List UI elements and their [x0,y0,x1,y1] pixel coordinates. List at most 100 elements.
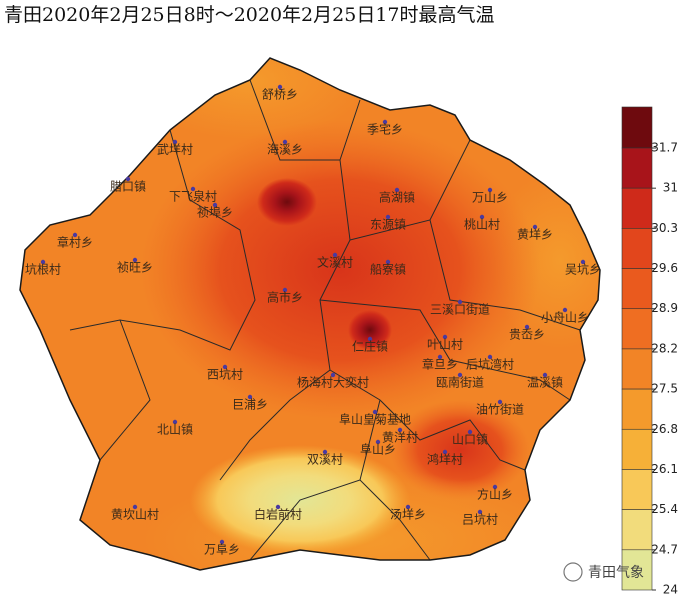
place-dot [125,176,131,182]
place-label: 黄坎山村 [111,508,159,522]
place-dot [40,259,46,265]
place-dot [532,224,538,230]
place-dot [190,186,196,192]
place-label: 吕坑村 [462,512,498,527]
place-label: 章村乡 [57,235,93,250]
place-label: 下飞泉村 [169,190,217,204]
place-dot [222,364,228,370]
place-label: 吴坑乡 [565,262,601,277]
place-label: 仁庄镇 [352,339,388,354]
place-dot [487,187,493,193]
place-label: 坑根村 [25,262,61,277]
place-label: 三溪口街道 [430,303,490,317]
place-label: 阜山乡 [360,443,396,457]
place-label: 黄垟乡 [517,228,553,242]
place-dot [457,299,463,305]
place-label: 高市乡 [267,290,303,305]
place-label: 北山镇 [157,423,193,437]
place-label: 后坑湾村 [466,357,514,372]
legend-swatch [621,308,653,350]
place-label: 文溪村 [317,255,353,270]
place-dot [492,484,498,490]
place-label: 武垟村 [157,143,193,157]
place-dot [247,394,253,400]
place-dot [277,84,283,90]
place-dot [212,202,218,208]
place-dot [442,449,448,455]
place-label: 方山乡 [477,487,513,502]
place-dot [72,232,78,238]
place-dot [367,336,373,342]
place-dot [282,139,288,145]
place-dot [467,429,473,435]
place-dot [372,409,378,415]
legend-swatch [621,228,653,269]
place-label: 腊口镇 [110,180,146,194]
watermark: 青田气象 [563,562,644,582]
legend-label: 26.1 [651,462,678,476]
place-dot [172,419,178,425]
place-dot [385,259,391,265]
legend-swatch [621,348,653,390]
legend: 31.7 31 30.3 29.6 28.9 28.2 27.5 26.8 26.1 25.4 24… [621,106,678,597]
place-dot [487,354,493,360]
place-dot [542,372,548,378]
place-dot [394,187,400,193]
legend-swatch [621,106,653,149]
place-label: 祯埠乡 [197,206,233,220]
place-label: 海溪乡 [267,142,303,157]
place-dot [219,539,225,545]
place-label: 巨浦乡 [232,398,268,412]
place-label: 万山乡 [472,191,508,205]
place-label: 章旦乡 [422,357,458,372]
place-label: 小舟山乡 [541,311,589,325]
legend-swatch [621,388,653,430]
legend-swatch [621,428,653,470]
place-label: 杨海村大奕村 [297,375,369,390]
place-dot [442,334,448,340]
place-dot [382,119,388,125]
place-dot [330,372,336,378]
place-dot [405,504,411,510]
place-label: 祯旺乡 [117,261,153,275]
legend-label: 30.3 [651,221,678,235]
place-label: 贵岙乡 [509,328,545,342]
place-dot [397,427,403,433]
place-label: 温溪镇 [527,376,563,390]
place-label: 东源镇 [370,218,406,232]
place-dot [497,399,503,405]
legend-label: 26.8 [651,422,678,436]
place-label: 白岩前村 [254,507,302,522]
place-dot [132,257,138,263]
place-label: 山口镇 [452,433,488,447]
place-label: 万阜乡 [204,543,240,557]
place-label: 季宅乡 [367,122,403,137]
place-label: 双溪村 [307,453,343,467]
place-label: 西坑村 [207,367,243,382]
place-dot [375,439,381,445]
legend-label: 31 [663,181,678,195]
place-dot [322,449,328,455]
place-dot [282,287,288,293]
place-label: 阜山皇菊基地 [339,413,411,427]
place-label: 桃山村 [464,217,500,232]
legend-swatch [621,509,653,551]
legend-swatch [621,469,653,510]
legend-label: 24.7 [651,542,678,556]
legend-swatch [621,147,653,189]
watermark-icon [563,562,583,582]
place-dot [437,354,443,360]
legend-label: 29.6 [651,261,678,275]
legend-label: 31.7 [651,141,678,155]
place-dot [385,214,391,220]
legend-swatch [621,549,653,591]
place-label: 船寮镇 [370,262,406,277]
legend-label: 24 [663,583,678,597]
place-dot [132,504,138,510]
place-dot [332,252,338,258]
place-label: 高湖镇 [379,190,415,205]
place-dot [477,509,483,515]
